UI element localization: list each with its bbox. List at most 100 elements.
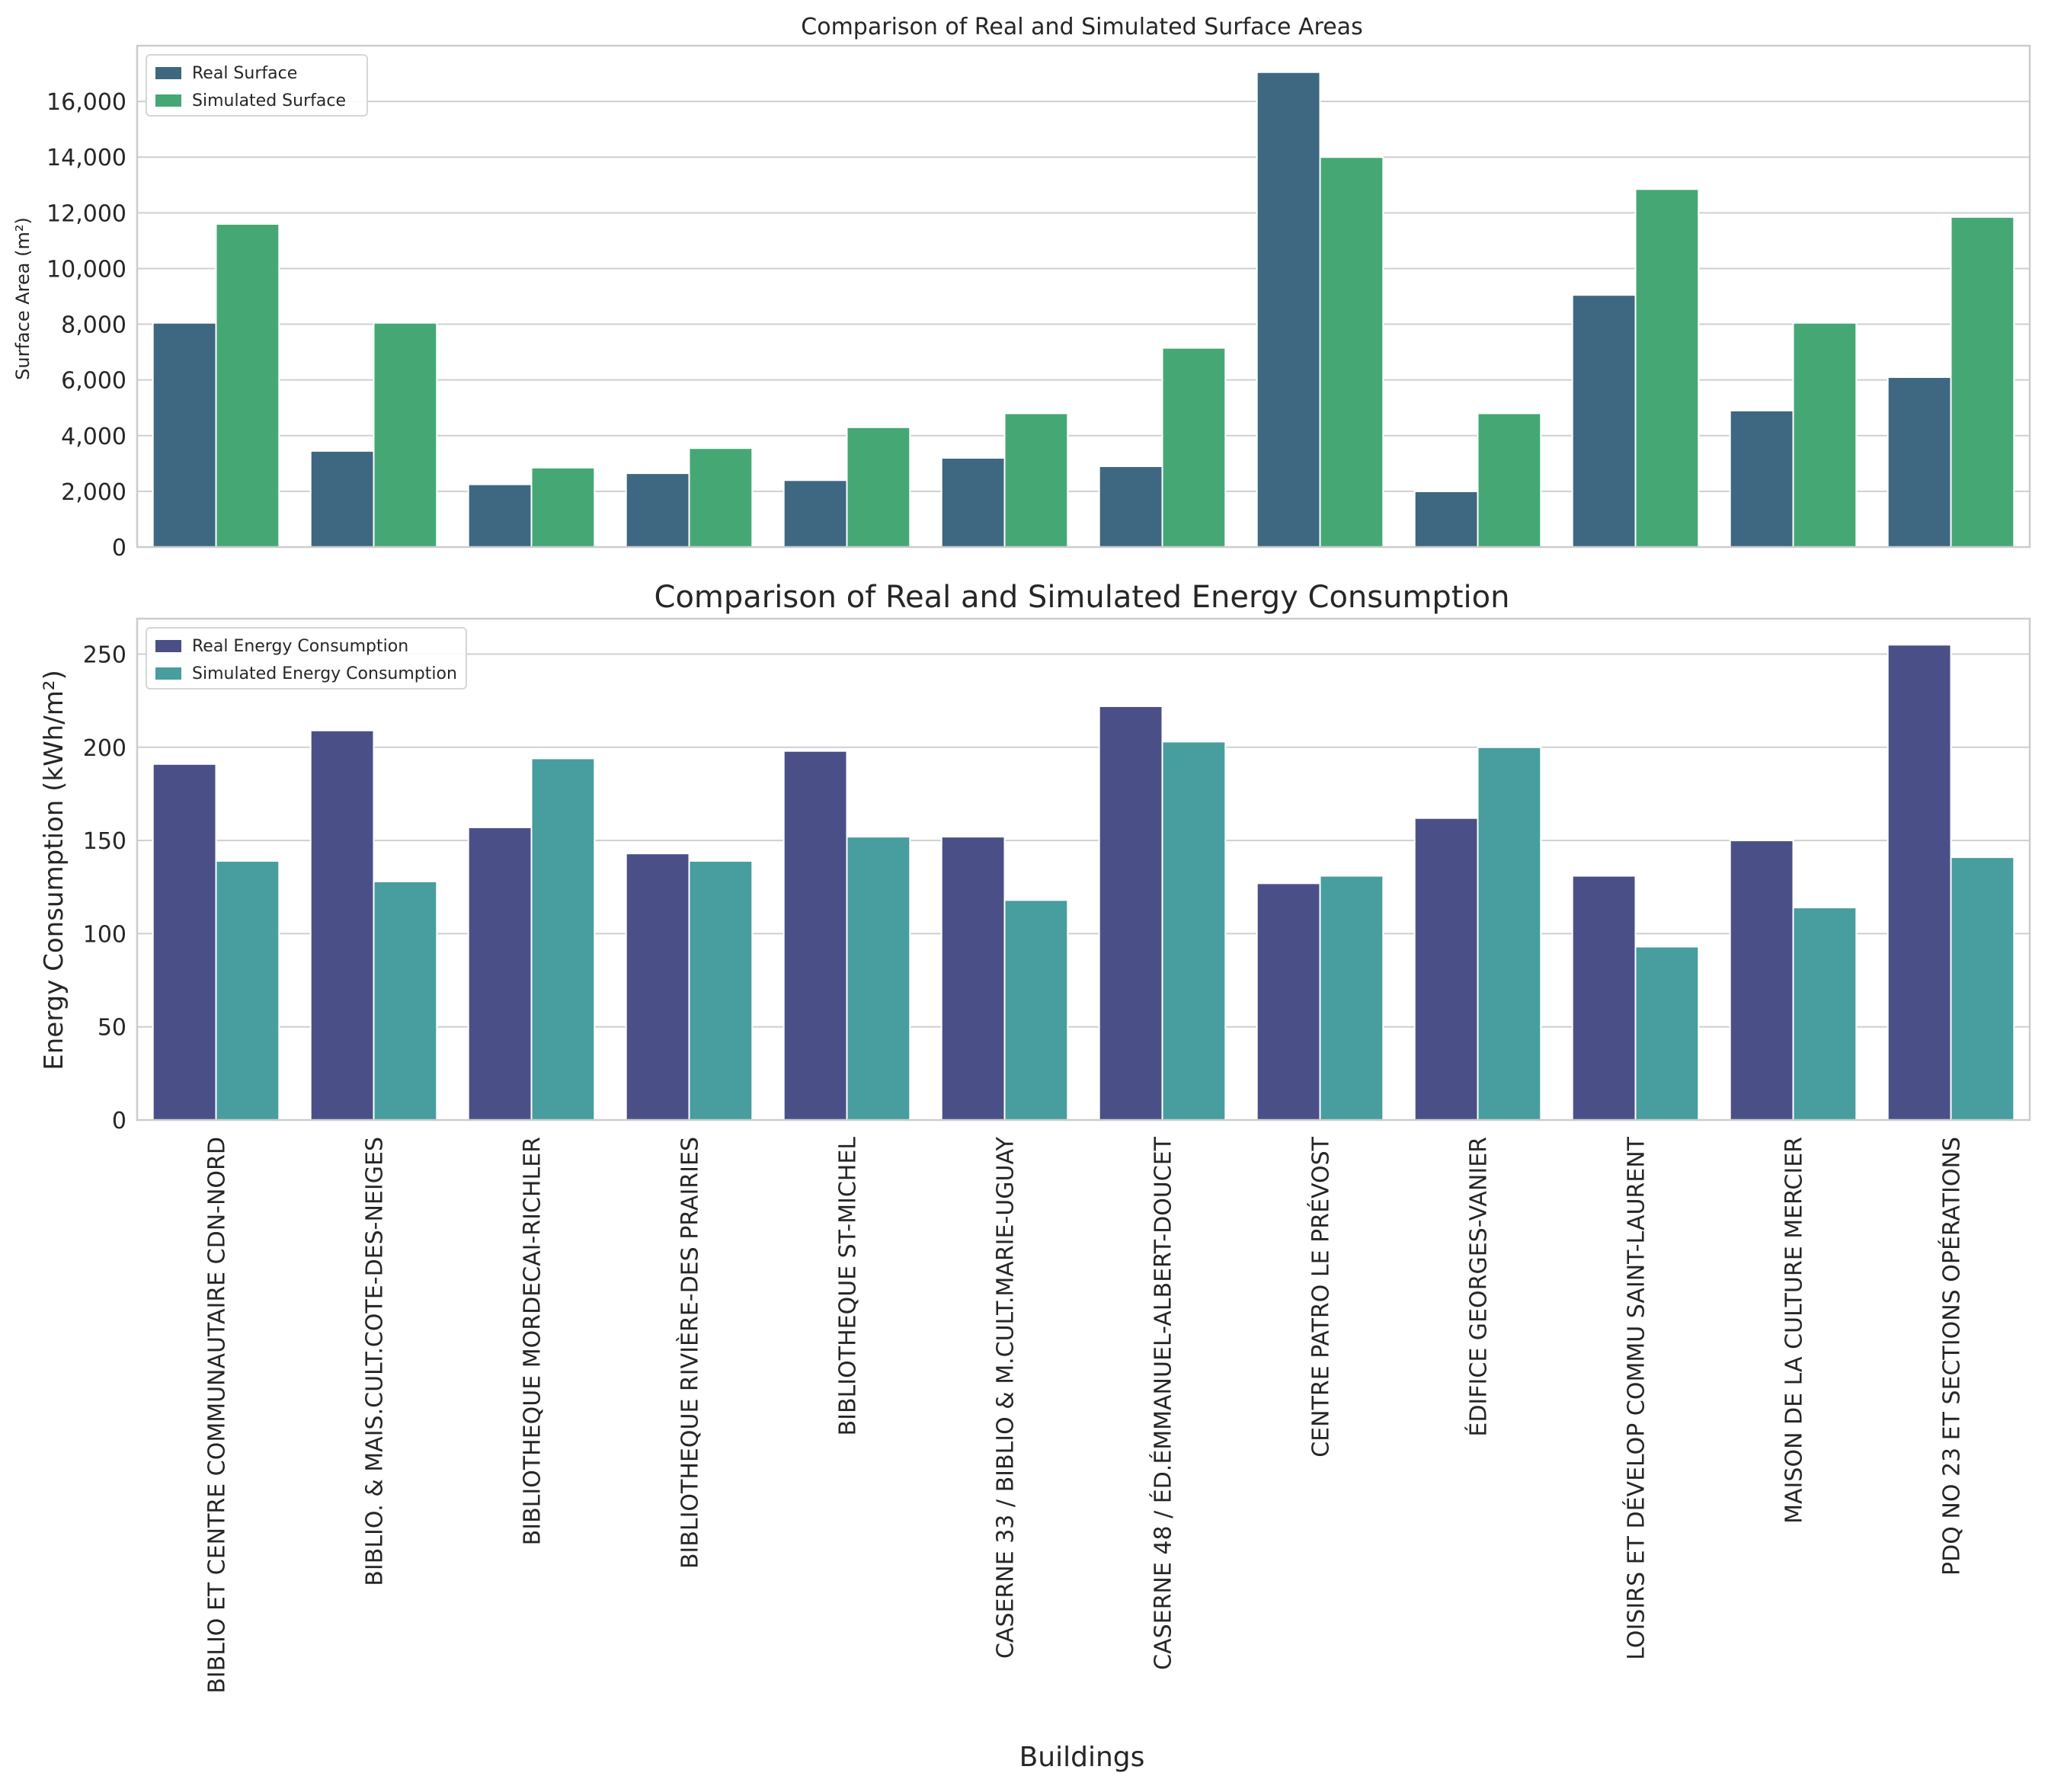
bar-energy-simulated: [1634, 946, 1700, 1122]
bar-energy-simulated: [1003, 899, 1069, 1121]
x-tick-label: BIBLIOTHEQUE RIVIÈRE-DES PRAIRIES: [677, 1137, 704, 1569]
bar-surface-simulated: [530, 466, 596, 548]
bar-energy-real: [1413, 817, 1479, 1121]
bar-surface-simulated: [1792, 322, 1858, 548]
energy-plot-frame: [136, 617, 2031, 1122]
y-tick-label: 2,000: [61, 479, 126, 506]
y-tick-label: 6,000: [61, 368, 126, 395]
bar-energy-real: [309, 729, 375, 1121]
y-tick-label: 14,000: [46, 145, 126, 171]
legend-box: [146, 54, 368, 117]
bar-surface-real: [1729, 409, 1794, 549]
building-x-ticks: BIBLIO ET CENTRE COMMUNAUTAIRE CDN-NORD B…: [204, 1136, 1966, 1693]
bar-surface-real: [1413, 490, 1479, 549]
bar-surface-real: [1256, 71, 1321, 548]
bar-surface-real: [1571, 294, 1637, 548]
legend-swatch: [155, 94, 181, 107]
bar-surface-simulated: [1319, 156, 1384, 548]
bar-energy-simulated: [1161, 741, 1227, 1121]
bar-energy-real: [152, 763, 217, 1121]
bar-surface-real: [625, 472, 690, 549]
bar-energy-simulated: [688, 859, 754, 1121]
bar-surface-real: [1098, 465, 1163, 548]
x-tick-label: BIBLIOTHEQUE MORDECAI-RICHLER: [520, 1137, 546, 1545]
legend-box: [146, 627, 467, 690]
bar-energy-real: [1887, 644, 1952, 1121]
bar-energy-simulated: [1792, 907, 1858, 1122]
x-tick-label: BIBLIOTHEQUE ST-MICHEL: [835, 1137, 862, 1436]
energy-panel: Comparison of Real and Simulated Energy …: [39, 580, 2031, 1773]
energy-chart-title: Comparison of Real and Simulated Energy …: [654, 580, 1510, 615]
bar-energy-real: [1098, 705, 1163, 1121]
bar-surface-real: [1887, 376, 1952, 548]
y-tick-label: 250: [83, 642, 126, 668]
bar-surface-real: [940, 457, 1006, 548]
x-tick-label: BIBLIO. & MAIS.CULT.COTE-DES-NEIGES: [362, 1137, 389, 1586]
bar-energy-real: [1256, 882, 1321, 1121]
energy-legend: Real Energy Consumption Simulated Energy …: [146, 627, 467, 690]
surface-plot-frame: [136, 44, 2031, 549]
bar-energy-real: [467, 826, 533, 1121]
bar-surface-simulated: [215, 222, 280, 548]
x-tick-label: ÉDIFICE GEORGES-VANIER: [1465, 1137, 1493, 1437]
y-tick-label: 200: [83, 735, 126, 762]
bar-energy-simulated: [215, 859, 280, 1121]
y-tick-label: 4,000: [61, 424, 126, 450]
bar-energy-simulated: [1950, 856, 2015, 1121]
legend-swatch: [155, 67, 181, 79]
surface-area-panel: Comparison of Real and Simulated Surface…: [12, 14, 2031, 562]
bar-surface-real: [152, 322, 217, 548]
bar-surface-real: [467, 483, 533, 548]
surface-y-axis-label: Surface Area (m²): [12, 217, 34, 380]
y-tick-label: 150: [83, 828, 126, 855]
x-tick-label: BIBLIO ET CENTRE COMMUNAUTAIRE CDN-NORD: [204, 1137, 231, 1694]
legend-label: Real Surface: [192, 64, 297, 83]
y-tick-label: 16,000: [46, 89, 126, 116]
legend-swatch: [155, 640, 181, 652]
y-tick-label: 8,000: [61, 312, 126, 339]
energy-y-ticks: 0 50 100 150 200 250: [83, 642, 126, 1134]
bar-energy-real: [1571, 875, 1637, 1121]
legend-label: Real Energy Consumption: [192, 637, 408, 656]
bar-surface-simulated: [1003, 412, 1069, 548]
x-tick-label: LOISIRS ET DÉVELOP COMMU SAINT-LAURENT: [1623, 1136, 1650, 1659]
surface-y-ticks: 0 2,000 4,000 6,000 8,000 10,000 12,000 14,000 1…: [46, 89, 126, 562]
y-tick-label: 0: [112, 1108, 126, 1134]
buildings-x-axis-label: Buildings: [1019, 1742, 1145, 1773]
energy-bars: [152, 644, 2015, 1122]
y-tick-label: 50: [98, 1015, 126, 1042]
x-tick-label: MAISON DE LA CULTURE MERCIER: [1781, 1137, 1808, 1524]
legend-swatch: [155, 667, 181, 680]
bar-surface-simulated: [373, 322, 438, 548]
legend-label: Simulated Energy Consumption: [192, 664, 457, 683]
bar-energy-real: [625, 853, 690, 1121]
bar-surface-simulated: [846, 426, 911, 548]
bar-surface-simulated: [1950, 216, 2015, 548]
y-tick-label: 12,000: [46, 200, 126, 227]
bar-energy-real: [782, 750, 848, 1121]
surface-legend: Real Surface Simulated Surface: [146, 54, 368, 117]
bar-energy-simulated: [373, 880, 438, 1122]
y-tick-label: 10,000: [46, 256, 126, 283]
x-tick-label: CASERNE 48 / ÉD.ÉMMANUEL-ALBERT-DOUCET: [1150, 1136, 1177, 1670]
bar-surface-real: [309, 450, 375, 549]
y-tick-label: 0: [112, 535, 126, 562]
surface-bars: [152, 71, 2015, 549]
bar-surface-simulated: [1161, 347, 1227, 548]
x-tick-label: PDQ NO 23 ET SECTIONS OPÉRATIONS: [1938, 1137, 1966, 1576]
bar-energy-simulated: [1319, 875, 1384, 1121]
bar-energy-real: [940, 836, 1006, 1122]
x-tick-label: CENTRE PATRO LE PRÉVOST: [1307, 1136, 1335, 1457]
bar-surface-simulated: [688, 447, 754, 548]
bar-energy-real: [1729, 840, 1794, 1121]
bar-energy-simulated: [846, 836, 911, 1122]
bar-energy-simulated: [530, 757, 596, 1122]
energy-y-axis-label: Energy Consumption (kWh/m²): [39, 670, 69, 1070]
bar-surface-simulated: [1634, 188, 1700, 548]
y-tick-label: 100: [83, 921, 126, 948]
surface-gridlines: [137, 101, 2030, 548]
x-tick-label: CASERNE 33 / BIBLIO & M.CULT.MARIE-UGUAY: [993, 1136, 1019, 1659]
bar-surface-real: [782, 479, 848, 548]
